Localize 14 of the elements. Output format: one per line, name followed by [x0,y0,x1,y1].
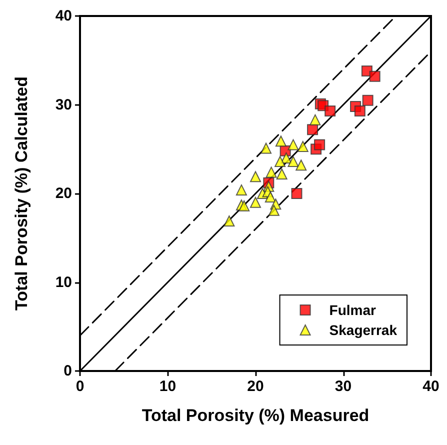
x-tick-label: 10 [159,378,176,395]
y-tick-label: 0 [64,362,72,380]
x-tick-label: 30 [334,378,352,395]
x-tick-label: 20 [247,378,264,395]
y-axis-title: Total Porosity (%) Calculated [12,76,31,310]
x-tick-label: 0 [76,378,84,395]
y-tick-label: 40 [55,8,72,24]
x-tick-label: 40 [422,378,440,395]
x-axis-title: Total Porosity (%) Measured [142,406,370,425]
legend-label: Skagerrak [329,322,398,338]
y-tick-label: 20 [55,185,72,202]
y-tick-label: 30 [55,96,72,114]
legend-label: Fulmar [329,302,377,318]
y-tick-label: 10 [55,274,72,291]
